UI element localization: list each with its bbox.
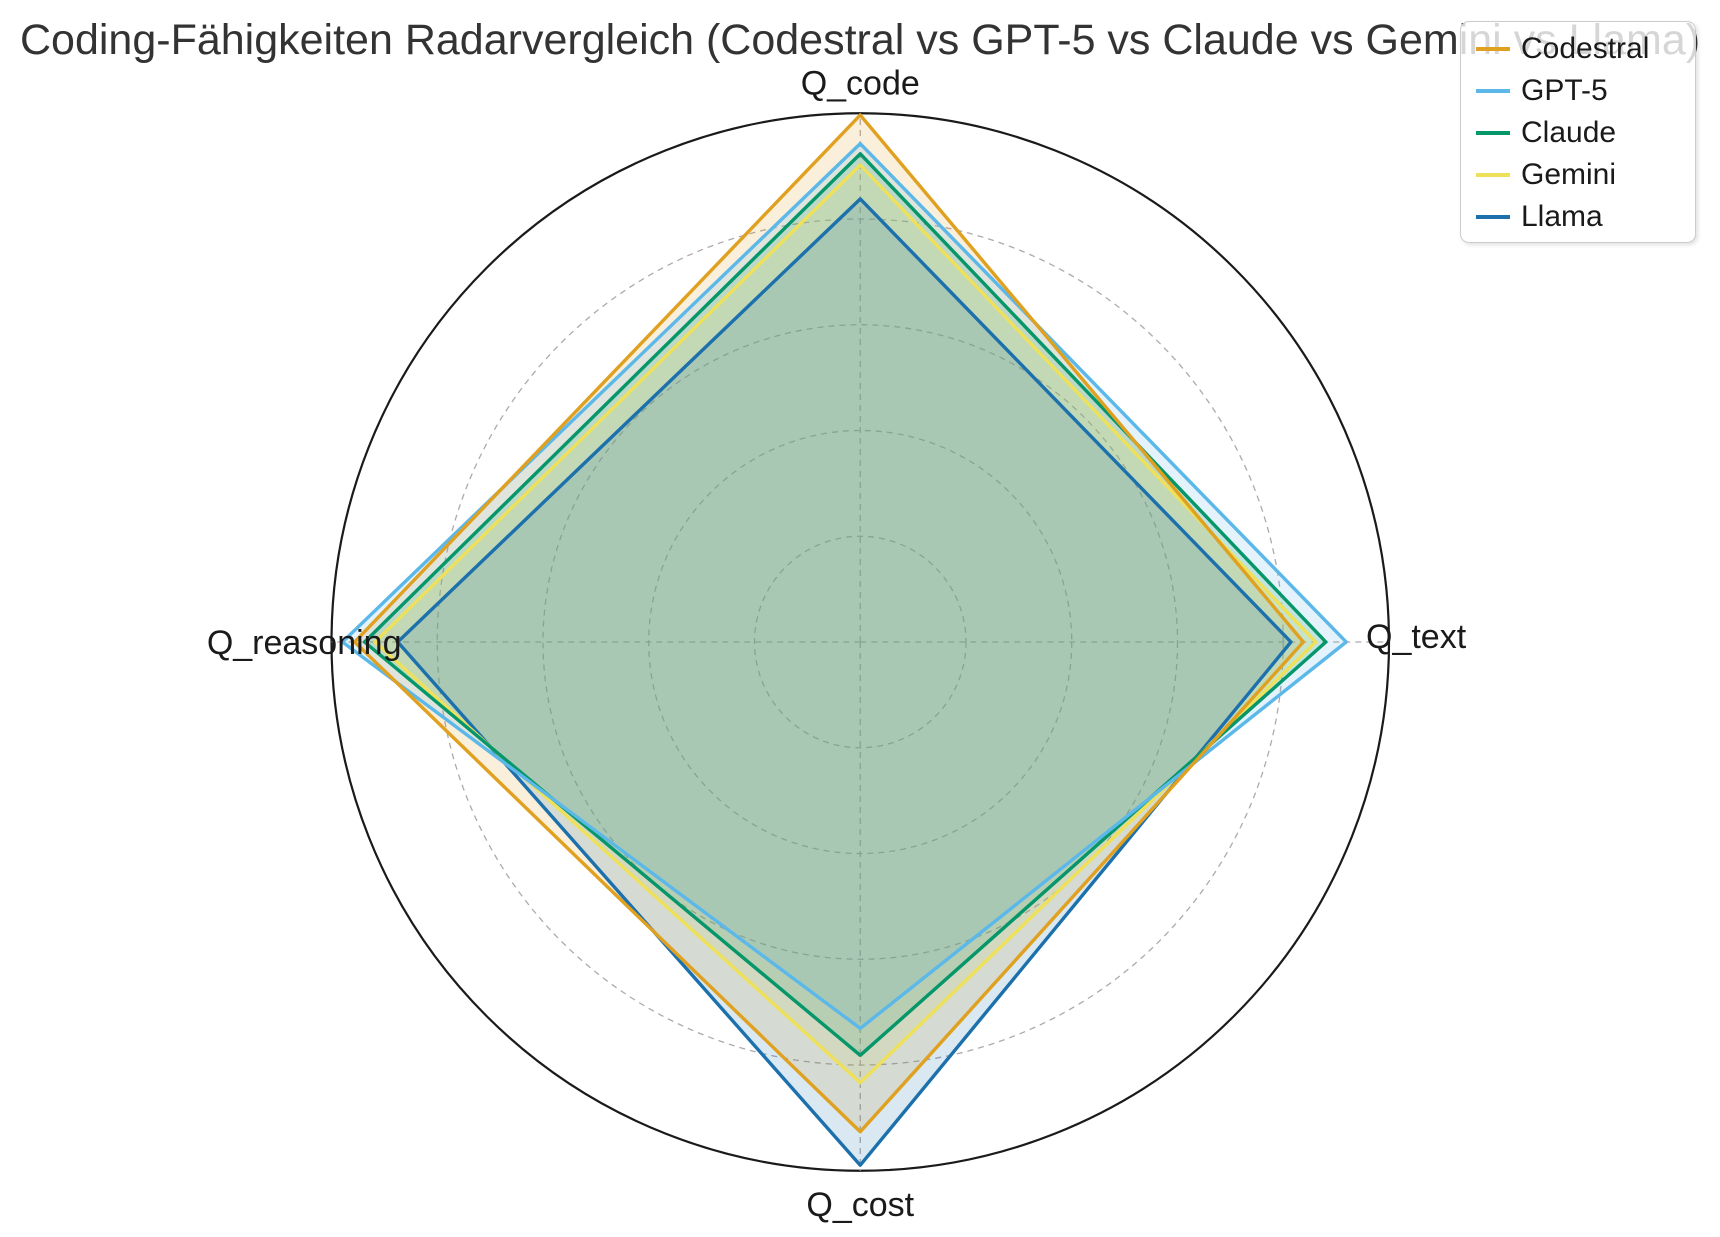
- svg-text:Q_cost: Q_cost: [806, 1186, 914, 1224]
- svg-text:Q_text: Q_text: [1366, 618, 1467, 656]
- svg-text:Q_reasoning: Q_reasoning: [207, 624, 402, 662]
- svg-text:Q_code: Q_code: [801, 64, 920, 102]
